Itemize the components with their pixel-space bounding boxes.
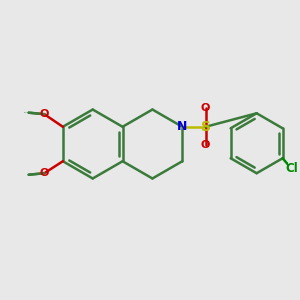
Text: N: N — [177, 120, 188, 133]
Text: O: O — [201, 140, 210, 150]
Text: S: S — [201, 120, 211, 134]
Text: O: O — [201, 103, 210, 113]
Text: Cl: Cl — [285, 162, 298, 175]
Text: methoxy: methoxy — [24, 112, 30, 113]
Text: O: O — [40, 168, 49, 178]
Text: O: O — [40, 109, 49, 119]
